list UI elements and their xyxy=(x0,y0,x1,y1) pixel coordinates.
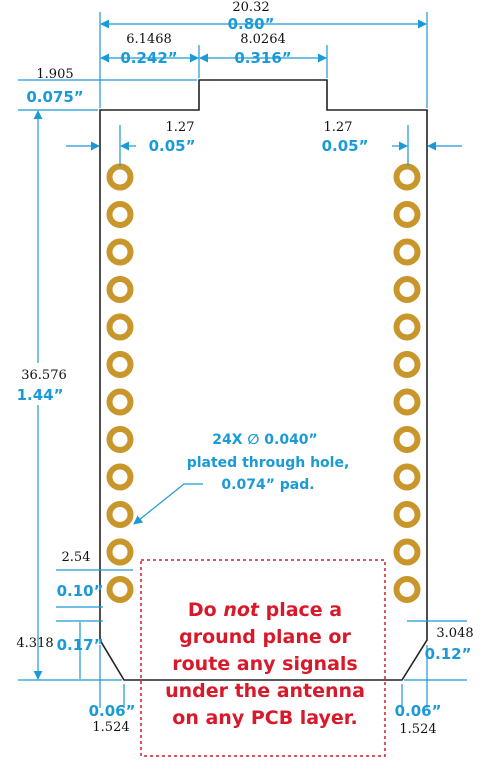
pad-left-3 xyxy=(106,238,134,266)
pad-group xyxy=(106,163,421,603)
left-inset-in: 0.05” xyxy=(149,137,196,155)
pad-left-2 xyxy=(106,201,134,228)
pad-right-4 xyxy=(393,276,421,303)
pad-left-6 xyxy=(106,351,134,378)
pad-left-7 xyxy=(106,388,134,416)
pad-right-5 xyxy=(393,313,421,341)
pad-right-8 xyxy=(393,426,421,453)
overall-width-in: 0.80” xyxy=(228,15,275,33)
pad-right-12 xyxy=(393,576,421,603)
pad-right-7 xyxy=(393,388,421,416)
left-shoulder-mm: 6.1468 xyxy=(126,32,172,47)
warning-line-4: under the antenna xyxy=(165,680,365,702)
pad-right-10 xyxy=(393,501,421,528)
left-chamfer-mm: 1.524 xyxy=(92,720,129,735)
pad-left-9 xyxy=(106,463,134,491)
pitch-mm: 2.54 xyxy=(62,550,91,565)
pad-left-1 xyxy=(106,163,134,191)
right-chamfer-mm: 1.524 xyxy=(399,722,436,737)
label-mask xyxy=(16,363,70,405)
left-inset-mm: 1.27 xyxy=(166,120,195,135)
hole-note-leader xyxy=(133,483,203,525)
pad-left-12 xyxy=(106,576,134,603)
right-inset-in: 0.05” xyxy=(322,137,369,155)
left-chamfer-in: 0.06” xyxy=(89,702,136,720)
pad-left-10 xyxy=(106,501,134,528)
right-chamfer-in: 0.06” xyxy=(395,702,442,720)
pad-left-11 xyxy=(106,538,134,566)
pad-right-2 xyxy=(393,201,421,228)
right-bottom-mm: 3.048 xyxy=(436,626,473,641)
tab-height-in: 0.075” xyxy=(26,88,83,106)
pad-right-11 xyxy=(393,538,421,566)
warning-emphasis: not xyxy=(223,599,260,621)
left-shoulder-in: 0.242” xyxy=(120,49,177,67)
antenna-width-in: 0.316” xyxy=(234,49,291,67)
pad-right-1 xyxy=(393,163,421,191)
overall-width-mm: 20.32 xyxy=(232,0,269,15)
antenna-keepout-zone xyxy=(140,559,386,757)
tab-height-mm: 1.905 xyxy=(36,67,73,82)
right-inset-mm: 1.27 xyxy=(324,120,353,135)
warning-line-2: ground plane or xyxy=(179,626,351,648)
pad-left-4 xyxy=(106,276,134,303)
right-bottom-in: 0.12” xyxy=(425,645,472,663)
warning-line-5: on any PCB layer. xyxy=(172,707,357,729)
pad-right-9 xyxy=(393,463,421,491)
warning-line-1: Do not place a xyxy=(188,599,342,621)
pad-left-5 xyxy=(106,313,134,341)
pad-right-3 xyxy=(393,238,421,266)
hole-note-line-1: 24X ∅ 0.040” xyxy=(212,432,318,448)
board-outline xyxy=(99,79,428,681)
body-height-mm: 36.576 xyxy=(21,368,67,383)
hole-note-line-2: plated through hole, xyxy=(187,455,350,471)
left-bottom-in: 0.17” xyxy=(57,636,104,654)
hole-note-line-3: 0.074” pad. xyxy=(221,477,314,493)
body-height-in: 1.44” xyxy=(17,386,64,404)
pitch-in: 0.10” xyxy=(57,582,104,600)
pad-right-6 xyxy=(393,351,421,378)
pad-left-8 xyxy=(106,426,134,453)
antenna-width-mm: 8.0264 xyxy=(240,32,286,47)
warning-line-3: route any signals xyxy=(172,653,357,675)
left-bottom-mm: 4.318 xyxy=(16,636,53,651)
